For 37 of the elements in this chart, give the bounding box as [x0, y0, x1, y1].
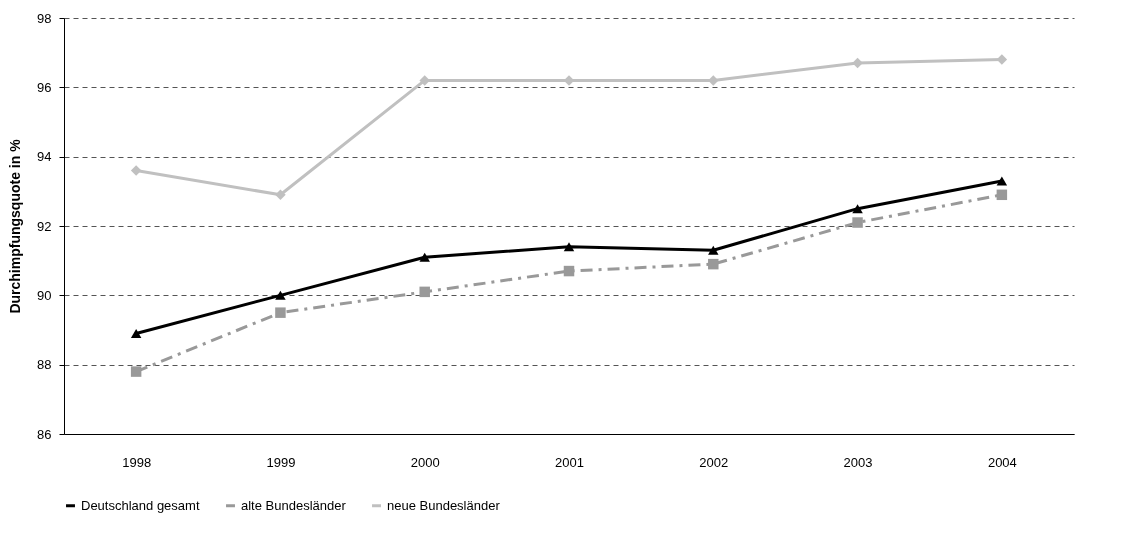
point [419, 286, 430, 298]
point [130, 165, 142, 176]
point [708, 245, 719, 255]
point [852, 204, 863, 214]
y-tick-label: 92 [37, 218, 52, 234]
y-tick-label: 98 [37, 10, 52, 26]
x-tick-label: 2000 [410, 454, 440, 470]
legend-label: neue Bundesländer [387, 497, 501, 513]
x-tick-label: 1999 [266, 454, 296, 470]
x-tick-label: 2002 [699, 454, 729, 470]
y-tick-label: 90 [37, 287, 52, 303]
point [852, 57, 863, 69]
point [275, 189, 286, 201]
point [996, 189, 1008, 201]
point [563, 265, 575, 277]
point [563, 242, 575, 252]
x-tick-label: 2001 [555, 454, 584, 470]
y-tick-label: 94 [37, 149, 52, 165]
x-tick-label: 2004 [987, 454, 1017, 470]
point [130, 328, 142, 339]
point [996, 176, 1008, 186]
point [275, 290, 286, 300]
point [419, 75, 430, 86]
y-tick-label: 86 [37, 426, 52, 442]
legend-label: Deutschland gesamt [81, 497, 200, 513]
legend-label: alte Bundesländer [241, 497, 347, 513]
point [275, 307, 286, 318]
y-axis-title: Durchimpfungsquote in % [7, 138, 24, 314]
x-tick-label: 2003 [843, 454, 873, 470]
x-tick-label: 1998 [122, 454, 152, 470]
point [708, 75, 719, 86]
point [852, 217, 863, 228]
y-tick-label: 88 [37, 357, 52, 373]
point [130, 366, 142, 377]
point [419, 252, 430, 262]
y-tick-label: 96 [37, 79, 52, 95]
point [708, 258, 719, 270]
